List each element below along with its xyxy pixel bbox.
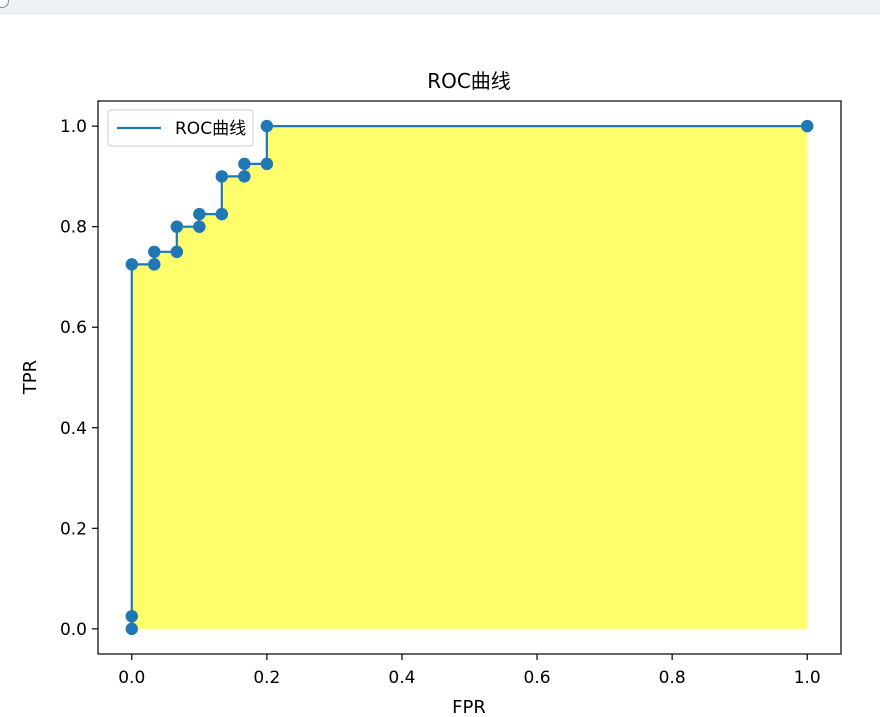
roc-point	[260, 119, 274, 133]
roc-point	[215, 170, 229, 183]
x-tick-label: 0.4	[388, 668, 415, 688]
roc-point	[125, 610, 138, 623]
chart-title: ROC曲线	[427, 69, 511, 93]
legend: ROC曲线	[107, 109, 254, 147]
roc-point	[148, 258, 161, 271]
y-axis-ticks: 0.0 0.2 0.4 0.6 0.8 1.0	[60, 117, 98, 640]
x-tick-label: 0.2	[253, 668, 280, 688]
x-axis-ticks: 0.0 0.2 0.4 0.6 0.8 1.0	[118, 654, 821, 688]
window-top-bar	[0, 0, 880, 14]
roc-point	[125, 622, 138, 636]
y-tick-label: 0.6	[60, 318, 87, 338]
roc-point	[801, 119, 814, 133]
y-axis-label: TPR	[20, 360, 41, 395]
x-tick-label: 0.6	[524, 668, 551, 688]
roc-point	[170, 220, 184, 233]
roc-point	[125, 258, 138, 271]
y-tick-label: 0.8	[60, 218, 87, 238]
roc-point	[238, 157, 251, 171]
plot-frame	[97, 100, 842, 655]
roc-point	[215, 207, 229, 221]
series-line-layer	[130, 125, 808, 629]
roc-point	[148, 245, 161, 259]
roc-point	[193, 220, 206, 233]
x-tick-label: 0.8	[659, 668, 686, 688]
roc-point	[238, 170, 251, 183]
roc-point	[193, 207, 206, 221]
x-tick-label: 1.0	[794, 668, 821, 688]
roc-area-fill	[131, 126, 808, 629]
y-tick-label: 0.2	[60, 519, 87, 539]
legend-label: ROC曲线	[175, 119, 246, 139]
y-tick-label: 0.4	[60, 419, 87, 439]
y-tick-label: 0.0	[60, 620, 87, 640]
y-tick-label: 1.0	[60, 117, 87, 137]
legend-box	[107, 109, 254, 147]
roc-point	[170, 245, 184, 259]
roc-point	[260, 157, 274, 171]
area-fill-layer	[131, 126, 808, 629]
x-axis-label: FPR	[452, 697, 486, 717]
x-tick-label: 0.0	[118, 668, 145, 688]
series-marker-layer	[125, 119, 814, 636]
roc-curve-line	[130, 125, 808, 629]
